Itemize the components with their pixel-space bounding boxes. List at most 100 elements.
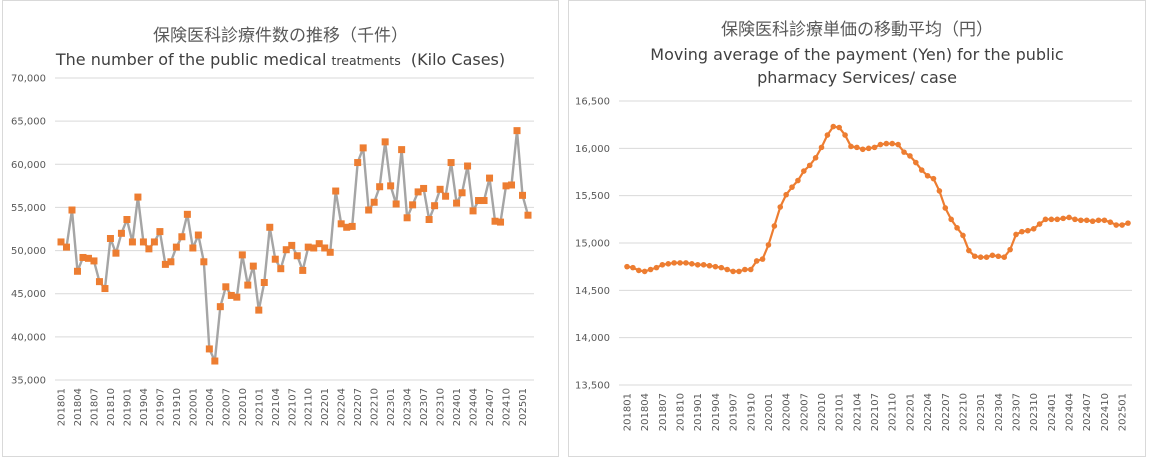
x-tick-label: 201910 [746, 393, 757, 431]
chart-left-title: 保険医科診療件数の推移（千件） [153, 26, 408, 46]
x-tick-label: 201901 [122, 388, 133, 426]
data-point [348, 222, 356, 230]
data-point [818, 144, 825, 151]
data-point [519, 191, 527, 199]
data-point [211, 357, 219, 365]
data-point [901, 149, 907, 155]
data-point [409, 201, 417, 209]
x-tick-label: 202210 [370, 388, 381, 426]
x-tick-label: 202007 [221, 388, 232, 426]
x-tick-label: 202004 [205, 388, 216, 426]
data-point [156, 228, 164, 236]
data-point [907, 153, 913, 159]
data-point [354, 159, 362, 167]
data-point [1007, 246, 1013, 253]
data-point [995, 253, 1002, 260]
data-point [337, 220, 345, 228]
data-point [983, 254, 990, 260]
data-point [332, 187, 340, 195]
x-tick-label: 202101 [254, 388, 265, 426]
x-tick-label: 201801 [623, 393, 634, 431]
x-tick-label: 201807 [658, 393, 669, 431]
data-point [801, 168, 807, 174]
data-point [464, 162, 472, 170]
data-point [641, 268, 648, 275]
x-tick-label: 202210 [958, 393, 969, 431]
y-tick-label: 45,000 [11, 289, 46, 300]
data-point [1025, 227, 1031, 234]
data-point [1125, 220, 1131, 226]
x-tick-label: 201907 [155, 388, 166, 426]
data-point [502, 182, 510, 190]
data-point [712, 263, 719, 270]
data-point [387, 182, 395, 190]
data-point [718, 264, 725, 271]
data-point [789, 184, 795, 190]
data-point [706, 262, 713, 269]
chart-left-plot: 35,000 40,000 45,000 50,000 55,000 60,000 65,0… [11, 74, 534, 426]
data-point [227, 291, 235, 299]
data-point [724, 266, 730, 273]
data-point [677, 260, 683, 266]
data-point [442, 192, 450, 200]
data-point [365, 206, 373, 214]
data-point [288, 241, 296, 249]
data-point [1095, 217, 1102, 224]
x-tick-label: 202207 [353, 388, 364, 426]
y-tick-label: 15,000 [575, 239, 610, 250]
y-tick-label: 70,000 [11, 74, 46, 85]
y-tick-label: 16,000 [575, 144, 610, 155]
data-point [960, 232, 966, 239]
data-point [491, 217, 499, 225]
chart-right-plot: 13,500 14,000 14,500 15,000 15,500 16,000 16,5… [575, 97, 1132, 431]
data-point [315, 240, 323, 248]
data-point [123, 216, 131, 224]
data-point [376, 183, 384, 191]
chart-left-subtitle-main: The number of the public medical [55, 50, 327, 69]
x-tick-label: 202110 [888, 393, 899, 431]
y-tick-label: 60,000 [11, 160, 46, 171]
x-tick-label: 201807 [89, 388, 100, 426]
data-point [1042, 216, 1049, 223]
data-point [497, 218, 505, 226]
x-tick-label: 202010 [238, 388, 249, 426]
data-point [106, 234, 114, 242]
data-point [1019, 228, 1025, 235]
data-point [233, 293, 241, 301]
data-point [359, 144, 367, 152]
data-point [73, 267, 81, 275]
x-tick-label: 202001 [764, 393, 775, 431]
data-point [930, 175, 937, 182]
data-point [480, 197, 488, 205]
data-point [57, 238, 65, 246]
x-tick-label: 202110 [304, 388, 315, 426]
y-tick-label: 16,500 [575, 97, 610, 108]
x-tick-label: 202410 [1100, 393, 1111, 431]
x-tick-label: 202104 [852, 393, 863, 431]
data-point [304, 243, 312, 251]
data-point [824, 132, 831, 138]
data-point [277, 265, 285, 273]
data-point [381, 138, 389, 146]
chart-right-subtitle-line1: Moving average of the payment (Yen) for … [650, 45, 1064, 64]
x-tick-label: 202501 [1118, 393, 1129, 431]
y-tick-label: 50,000 [11, 246, 46, 257]
data-point [469, 207, 477, 215]
data-point [859, 146, 866, 153]
x-tick-label: 202201 [905, 393, 916, 431]
x-tick-label: 201901 [693, 393, 704, 431]
data-point [865, 145, 872, 152]
data-point [918, 167, 925, 173]
chart-right-title: 保険医科診療単価の移動平均（円） [721, 20, 993, 40]
data-point [683, 260, 689, 266]
data-point [736, 268, 742, 275]
data-point [730, 268, 736, 275]
x-tick-label: 201810 [676, 393, 687, 431]
x-tick-label: 202004 [782, 393, 793, 431]
x-tick-label: 202501 [518, 388, 529, 426]
data-point [101, 285, 109, 293]
data-point [689, 261, 695, 267]
x-tick-label: 201801 [57, 388, 68, 426]
data-point [282, 246, 290, 254]
x-tick-label: 202310 [436, 388, 447, 426]
